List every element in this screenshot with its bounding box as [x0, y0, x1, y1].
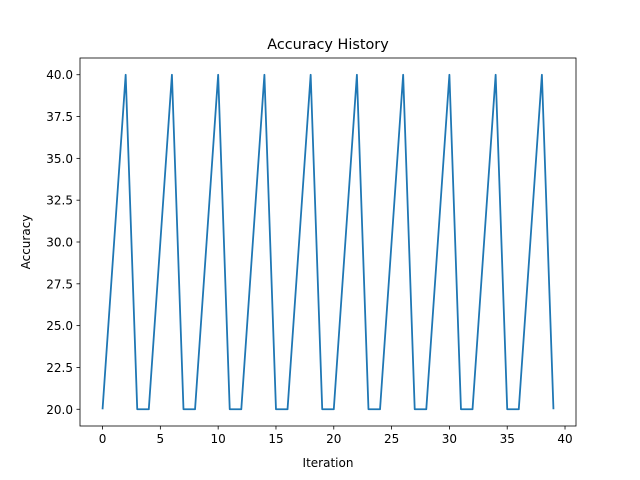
y-tick-label: 25.0	[46, 319, 73, 333]
y-tick-label: 32.5	[46, 194, 73, 208]
x-axis-label: Iteration	[303, 456, 354, 470]
x-axis: 0 5 10 15 20 25 30 35 40	[99, 426, 573, 446]
series-line	[101, 73, 555, 411]
y-tick-label: 35.0	[46, 152, 73, 166]
y-tick-label: 30.0	[46, 236, 73, 250]
x-tick-label: 20	[326, 432, 341, 446]
y-tick-label: 37.5	[46, 110, 73, 124]
chart-title: Accuracy History	[267, 37, 389, 53]
x-tick-label: 25	[384, 432, 399, 446]
y-tick-label: 20.0	[46, 403, 73, 417]
y-axis-label: Accuracy	[19, 215, 33, 270]
y-axis: 20.0 22.5 25.0 27.5 30.0 32.5 35.0 37.5 40.0	[46, 68, 80, 417]
x-tick-label: 5	[157, 432, 165, 446]
axes-frame	[79, 57, 577, 427]
x-tick-label: 40	[557, 432, 572, 446]
x-tick-label: 30	[442, 432, 457, 446]
x-tick-label: 0	[99, 432, 107, 446]
x-tick-label: 10	[211, 432, 226, 446]
y-tick-label: 22.5	[46, 361, 73, 375]
x-tick-label: 35	[500, 432, 515, 446]
x-tick-label: 15	[268, 432, 283, 446]
y-tick-label: 40.0	[46, 68, 73, 82]
y-tick-label: 27.5	[46, 277, 73, 291]
plot-area	[101, 73, 555, 411]
